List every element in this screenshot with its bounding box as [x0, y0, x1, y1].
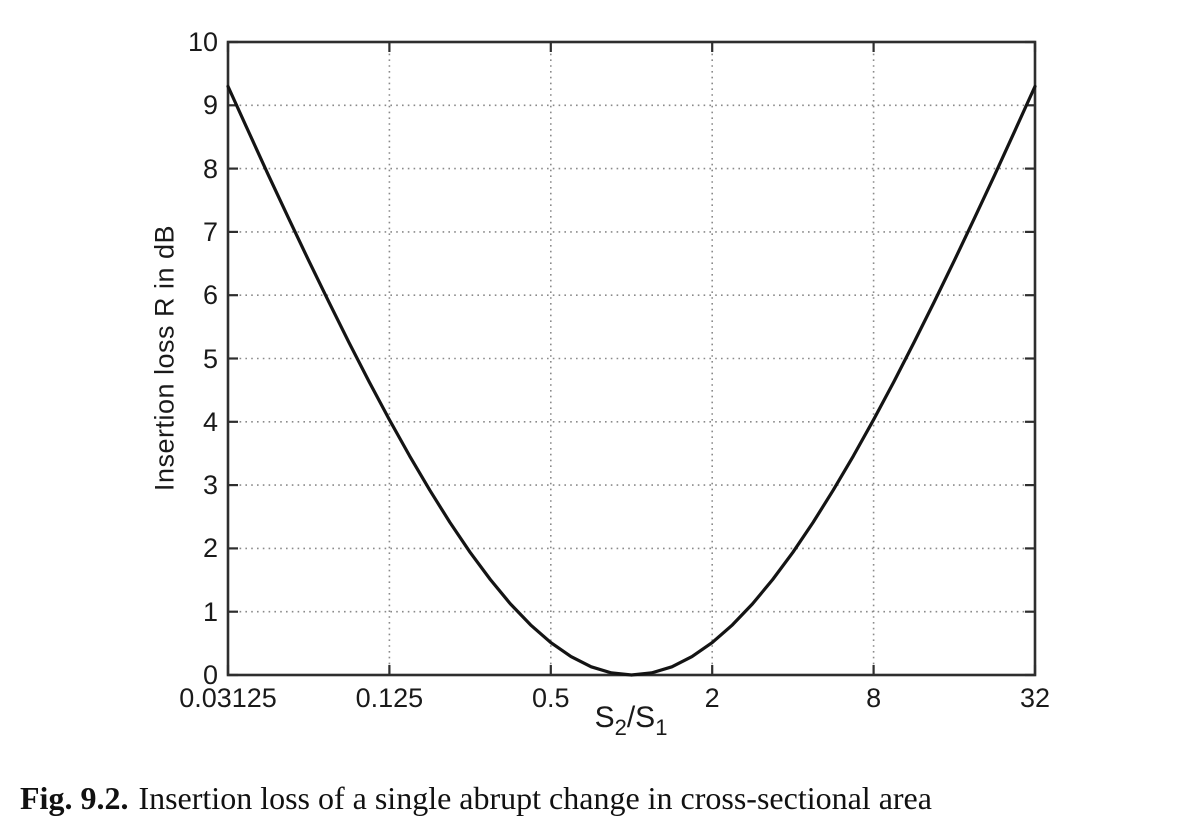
x-label-sub2: 1: [655, 715, 668, 740]
x-tick-label: 8: [866, 683, 882, 713]
y-axis-label: Insertion loss R in dB: [149, 224, 180, 492]
x-tick-label: 0.03125: [179, 683, 277, 713]
x-label-base1: S: [594, 701, 615, 734]
y-tick-label: 1: [202, 596, 218, 627]
x-label-separator: /: [626, 701, 636, 734]
x-axis-label: S2/S1: [595, 701, 668, 741]
grid-lines: [228, 42, 1035, 675]
y-tick-label: 3: [202, 470, 218, 501]
y-tick-label: 8: [202, 153, 218, 184]
caption-text: Insertion loss of a single abrupt change…: [138, 780, 932, 816]
y-tick-label: 7: [202, 216, 218, 247]
caption-number: Fig. 9.2.: [20, 780, 129, 816]
x-tick-label: 2: [704, 683, 720, 713]
y-tick-label: 10: [187, 27, 218, 57]
x-tick-label: 0.5: [532, 683, 570, 713]
y-tick-label: 9: [202, 90, 218, 121]
plot-area: [226, 40, 1037, 677]
x-label-sub1: 2: [614, 715, 627, 740]
y-tick-label: 2: [202, 533, 218, 564]
figure-caption: Fig. 9.2. Insertion loss of a single abru…: [20, 779, 1185, 817]
y-tick-label: 5: [202, 343, 218, 374]
insertion-loss-curve: [226, 84, 1037, 677]
y-tick-label: 6: [202, 280, 218, 311]
y-tick-label: 4: [202, 406, 218, 437]
y-tick-label: 0: [202, 660, 218, 690]
x-tick-label: 0.125: [355, 683, 424, 713]
x-tick-label: 32: [1019, 683, 1051, 713]
x-label-base2: S: [635, 701, 656, 734]
